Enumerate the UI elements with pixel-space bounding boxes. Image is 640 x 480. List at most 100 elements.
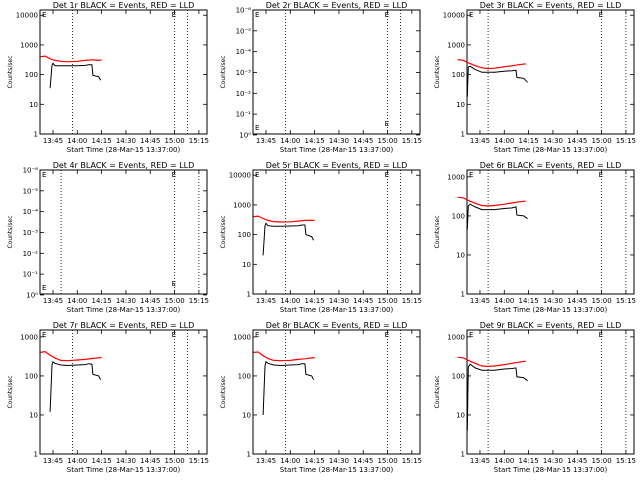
x-tick-label: 13:45 [256,297,276,305]
x-tick-label: 15:15 [189,137,209,145]
chart-title: Det 3r BLACK = Events, RED = LLD [480,1,622,10]
annotation-label: E [385,11,389,19]
y-tick-label: 100 [238,231,251,239]
plot-frame [39,9,208,135]
plot-frame [39,329,208,455]
x-tick-label: 14:00 [494,457,514,465]
chart-panel-5: Det 5r BLACK = Events, RED = LLD 1 10 100 10… [220,161,422,314]
y-tick-label: 10000 [229,172,251,180]
y-tick-label: 10 [29,411,38,419]
chart-panel-6: Det 6r BLACK = Events, RED = LLD 1 10 100 10… [434,161,636,314]
annotation-label: E [385,120,389,128]
y-tick-label: 10000 [443,12,465,20]
y-axis-label: Counts/sec [7,215,14,248]
y-tick-label: 1 [247,451,251,459]
x-tick-label: 15:15 [189,457,209,465]
x-tick-label: 14:15 [92,137,112,145]
y-tick-label: 1 [461,291,465,299]
x-tick-label: 13:45 [43,137,63,145]
series-line-lld [40,55,102,63]
series-line-lld [40,350,102,362]
annotation-label: E [172,171,176,179]
annotation-label: E [255,331,259,339]
annotation-label: E [469,171,473,179]
annotation-label: E [42,331,46,339]
chart-title: Det 5r BLACK = Events, RED = LLD [266,161,408,170]
plot-frame [39,169,208,295]
x-axis-label: Start Time (28-Mar-15 13:37:00) [280,146,394,154]
x-tick-label: 15:00 [164,297,184,305]
y-axis-label: Counts/sec [220,55,227,88]
plot-frame [466,329,635,455]
x-tick-label: 14:45 [567,457,587,465]
y-tick-label: 100 [452,71,465,79]
series-line-events [466,203,528,230]
x-axis-label: Start Time (28-Mar-15 13:37:00) [280,306,394,314]
x-tick-label: 14:15 [92,297,112,305]
x-tick-label: 14:15 [519,137,539,145]
x-tick-label: 15:00 [164,137,184,145]
series-line-lld [457,356,526,368]
x-tick-label: 15:15 [189,297,209,305]
x-tick-label: 14:30 [116,457,136,465]
x-tick-label: 14:30 [116,137,136,145]
x-tick-label: 14:00 [280,457,300,465]
y-tick-label: 10⁻¹ [236,111,252,119]
x-tick-label: 14:45 [140,137,160,145]
series-line-events [262,222,315,256]
plot-frame [466,9,635,135]
series-line-lld [253,215,315,223]
x-tick-label: 14:45 [353,457,373,465]
annotation-label: E [599,331,603,339]
x-tick-label: 13:45 [43,457,63,465]
annotation-label: E [42,284,46,292]
annotation-label: E [255,171,259,179]
x-tick-label: 13:45 [470,297,490,305]
y-tick-label: 1000 [233,201,251,209]
y-tick-label: 1 [461,131,465,139]
x-tick-label: 14:00 [280,137,300,145]
y-tick-label: 1 [34,451,38,459]
chart-title: Det 7r BLACK = Events, RED = LLD [53,321,195,330]
y-tick-label: 10⁻⁶ [236,7,252,15]
x-tick-label: 14:00 [494,137,514,145]
plot-frame [252,329,421,455]
x-tick-label: 15:15 [402,457,422,465]
y-tick-label: 100 [238,372,251,380]
series-line-events [262,360,315,416]
chart-title: Det 8r BLACK = Events, RED = LLD [266,321,408,330]
y-axis-label: Counts/sec [220,375,227,408]
y-tick-label: 10⁻⁶ [23,167,39,175]
y-tick-label: 10⁻³ [23,229,39,237]
y-tick-label: 10⁻⁵ [23,187,39,195]
chart-title: Det 4r BLACK = Events, RED = LLD [53,161,195,170]
x-tick-label: 14:15 [305,137,325,145]
x-tick-label: 14:45 [353,297,373,305]
annotation-label: E [599,171,603,179]
x-tick-label: 14:45 [567,297,587,305]
x-tick-label: 14:45 [353,137,373,145]
x-tick-label: 14:45 [567,137,587,145]
annotation-label: E [42,11,46,19]
x-tick-label: 13:45 [470,457,490,465]
y-tick-label: 100 [25,372,38,380]
y-tick-label: 10 [456,101,465,109]
y-tick-label: 10⁻⁴ [236,48,252,56]
chart-panel-1: Det 1r BLACK = Events, RED = LLD 1 10 100 10… [7,1,209,154]
series-line-lld [253,351,315,362]
x-tick-label: 14:15 [305,297,325,305]
y-tick-label: 10 [242,411,251,419]
chart-title: Det 1r BLACK = Events, RED = LLD [53,1,195,10]
x-tick-label: 14:00 [67,457,87,465]
annotation-label: E [469,331,473,339]
y-tick-label: 10000 [16,12,38,20]
x-tick-label: 14:00 [280,297,300,305]
y-tick-label: 10⁻⁴ [23,208,39,216]
y-axis-label: Counts/sec [220,215,227,248]
y-axis-label: Counts/sec [434,215,441,248]
y-tick-label: 10 [242,261,251,269]
x-tick-label: 15:00 [377,457,397,465]
x-tick-label: 14:30 [543,137,563,145]
annotation-label: E [255,124,259,132]
x-tick-label: 14:00 [67,137,87,145]
